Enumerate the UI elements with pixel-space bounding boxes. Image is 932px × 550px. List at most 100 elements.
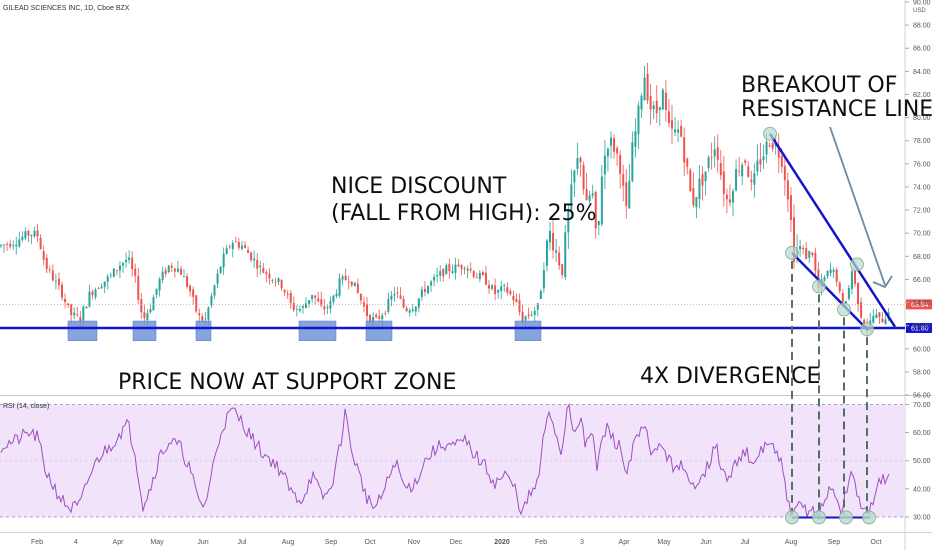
candle-body [542, 270, 545, 289]
candle-body [314, 295, 317, 298]
candle-body [61, 284, 63, 298]
candle-body [539, 290, 542, 299]
candle-body [27, 230, 30, 236]
pivot-marker [850, 257, 864, 272]
candle-body [643, 77, 646, 101]
candle-body [603, 155, 606, 175]
candle-body [323, 306, 326, 310]
candle-body [439, 271, 442, 276]
x-tick-label: Oct [871, 539, 882, 546]
candle-body [76, 314, 79, 316]
candle-body [94, 289, 97, 298]
candle-body [838, 282, 841, 292]
candle-body [847, 287, 850, 299]
candle-body [192, 289, 195, 297]
candle-body [610, 137, 612, 146]
candle-body [613, 137, 616, 152]
candle-body [728, 199, 731, 203]
candle-body [500, 286, 503, 292]
candle-body [558, 252, 561, 266]
candle-body [134, 268, 137, 276]
candle-body [741, 164, 744, 177]
candle-body [494, 285, 497, 295]
candle-body [427, 286, 429, 294]
candle-body [146, 313, 149, 321]
candle-body [210, 295, 213, 306]
last-price-label: 63.84 [911, 302, 929, 309]
candle-body [436, 275, 439, 277]
candle-body [125, 260, 128, 263]
candle-body [860, 302, 863, 318]
candle-body [844, 301, 847, 305]
candle-body [158, 279, 161, 291]
candle-body [533, 310, 536, 315]
candle-body [793, 217, 795, 262]
candle-body [219, 266, 222, 274]
candle-body [750, 179, 753, 183]
candle-body [198, 313, 201, 316]
candle-body [390, 295, 393, 300]
pivot-marker [785, 245, 799, 260]
candle-body [491, 285, 494, 289]
candle-body [530, 314, 533, 316]
candle-body [786, 180, 789, 200]
rsi-pivot-marker [812, 510, 826, 525]
candle-body [664, 92, 667, 110]
candle-body [353, 282, 356, 287]
candle-body [478, 272, 481, 279]
candle-body [606, 148, 609, 157]
x-tick-label: May [150, 539, 164, 546]
candle-body [48, 269, 51, 271]
candle-body [9, 243, 12, 247]
pivot-marker [860, 322, 874, 337]
candle-body [265, 272, 268, 275]
rsi-line-group [0, 402, 890, 521]
candle-body [658, 107, 661, 111]
candle-body [518, 300, 521, 313]
candle-body [484, 272, 487, 285]
x-axis-labels: Feb 4 Apr May Jun Jul Aug Sep Oct Nov Dec 2020 Feb 3 A… [31, 539, 882, 546]
candle-body [216, 273, 219, 284]
candle-body [863, 319, 866, 325]
candle-body [396, 292, 399, 294]
candle-body [884, 319, 887, 325]
candle-body [366, 304, 368, 316]
candle-body [161, 271, 164, 280]
candle-body [649, 96, 652, 110]
support-zone: 61.80 63.84 [0, 299, 932, 341]
x-tick-label: 3 [580, 539, 584, 546]
breakout-annotation-line1: BREAKOUT OF [741, 73, 897, 98]
discount-annotation-line1: NICE DISCOUNT [331, 174, 507, 199]
support-zone-annotation: PRICE NOW AT SUPPORT ZONE [118, 370, 456, 395]
candle-body [100, 286, 103, 289]
price-tick-label: 58.00 [913, 369, 931, 376]
candle-body [698, 178, 701, 200]
candle-body [387, 298, 390, 312]
candle-body [36, 230, 39, 237]
candle-body [634, 131, 637, 147]
divergence-annotation: 4X DIVERGENCE [640, 364, 820, 389]
candle-body [536, 303, 539, 310]
candle-body [875, 314, 878, 318]
candle-body [201, 316, 204, 321]
candle-body [783, 166, 786, 181]
candle-body [521, 311, 524, 322]
candle-body [695, 197, 698, 208]
candle-body [207, 307, 210, 320]
candle-body [667, 111, 670, 124]
currency-label: USD [913, 8, 926, 14]
candle-body [289, 292, 292, 303]
candle-body [808, 250, 811, 258]
y-axis-labels: 90.00 88.00 86.00 84.00 82.00 80.00 78.00 76.00… [905, 0, 931, 521]
candle-body [463, 267, 466, 270]
candle-body [722, 171, 725, 194]
candle-body [326, 307, 329, 308]
candle-body [228, 246, 231, 248]
candle-body [430, 281, 433, 286]
candle-body [579, 157, 582, 163]
price-tick-label: 84.00 [913, 69, 931, 76]
candle-body [155, 288, 158, 296]
rsi-pivot-marker [785, 510, 799, 525]
candle-body [24, 231, 27, 239]
candles [0, 62, 890, 337]
